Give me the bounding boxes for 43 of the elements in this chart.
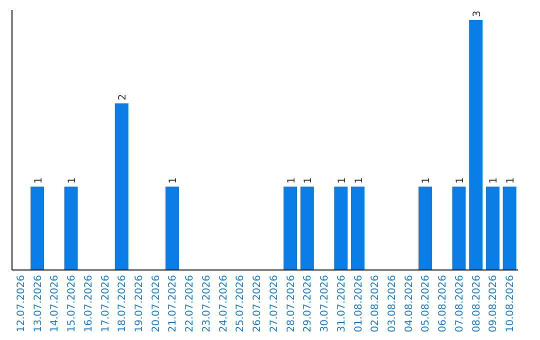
data-label: 1 <box>454 177 466 184</box>
data-label: 1 <box>336 177 348 184</box>
x-tick-label: 23.07.2026 <box>201 275 212 332</box>
x-tick-label: 06.08.2026 <box>438 275 449 332</box>
data-label: 1 <box>354 177 365 184</box>
x-tick-label: 05.08.2026 <box>420 275 432 332</box>
x-tick-label: 24.07.2026 <box>218 275 230 332</box>
x-tick-label: 25.07.2026 <box>235 275 246 332</box>
x-tick-label: 28.07.2026 <box>286 275 297 332</box>
x-tick-label: 09.08.2026 <box>488 275 500 332</box>
x-tick-label: 17.07.2026 <box>100 275 112 332</box>
x-tick-label: 22.07.2026 <box>184 275 196 332</box>
x-tick-label: 13.07.2026 <box>32 275 44 332</box>
data-label: 1 <box>303 177 314 184</box>
data-label: 1 <box>488 177 500 184</box>
data-label: 2 <box>118 94 129 100</box>
x-tick-label: 19.07.2026 <box>134 275 145 332</box>
x-tick-label: 31.07.2026 <box>336 275 348 332</box>
x-tick-label: 29.07.2026 <box>302 275 314 332</box>
x-tick-label: 14.07.2026 <box>50 275 61 332</box>
data-label: 1 <box>286 177 298 184</box>
x-tick-label: 21.07.2026 <box>168 275 179 332</box>
x-tick-label: 10.08.2026 <box>505 275 516 332</box>
x-tick-label: 12.07.2026 <box>16 275 27 332</box>
x-tick-label: 02.08.2026 <box>370 275 382 332</box>
x-tick-label: 18.07.2026 <box>117 275 128 332</box>
x-tick-label: 30.07.2026 <box>320 275 331 332</box>
x-tick-label: 01.08.2026 <box>353 275 364 332</box>
x-tick-label: 15.07.2026 <box>66 275 78 332</box>
x-tick-label: 16.07.2026 <box>83 275 94 332</box>
data-label: 1 <box>33 177 44 184</box>
x-tick-label: 20.07.2026 <box>150 275 162 332</box>
data-label: 1 <box>506 177 517 184</box>
x-tick-label: 27.07.2026 <box>268 275 280 332</box>
data-label: 1 <box>168 177 180 184</box>
x-tick-label: 07.08.2026 <box>454 275 466 332</box>
x-tick-label: 03.08.2026 <box>387 275 398 332</box>
data-label: 3 <box>472 10 483 17</box>
x-tick-label: 08.08.2026 <box>471 275 482 332</box>
x-tick-label: 04.08.2026 <box>404 275 415 332</box>
data-label: 1 <box>67 177 78 184</box>
x-tick-label: 26.07.2026 <box>252 275 264 332</box>
data-label: 1 <box>421 177 432 184</box>
